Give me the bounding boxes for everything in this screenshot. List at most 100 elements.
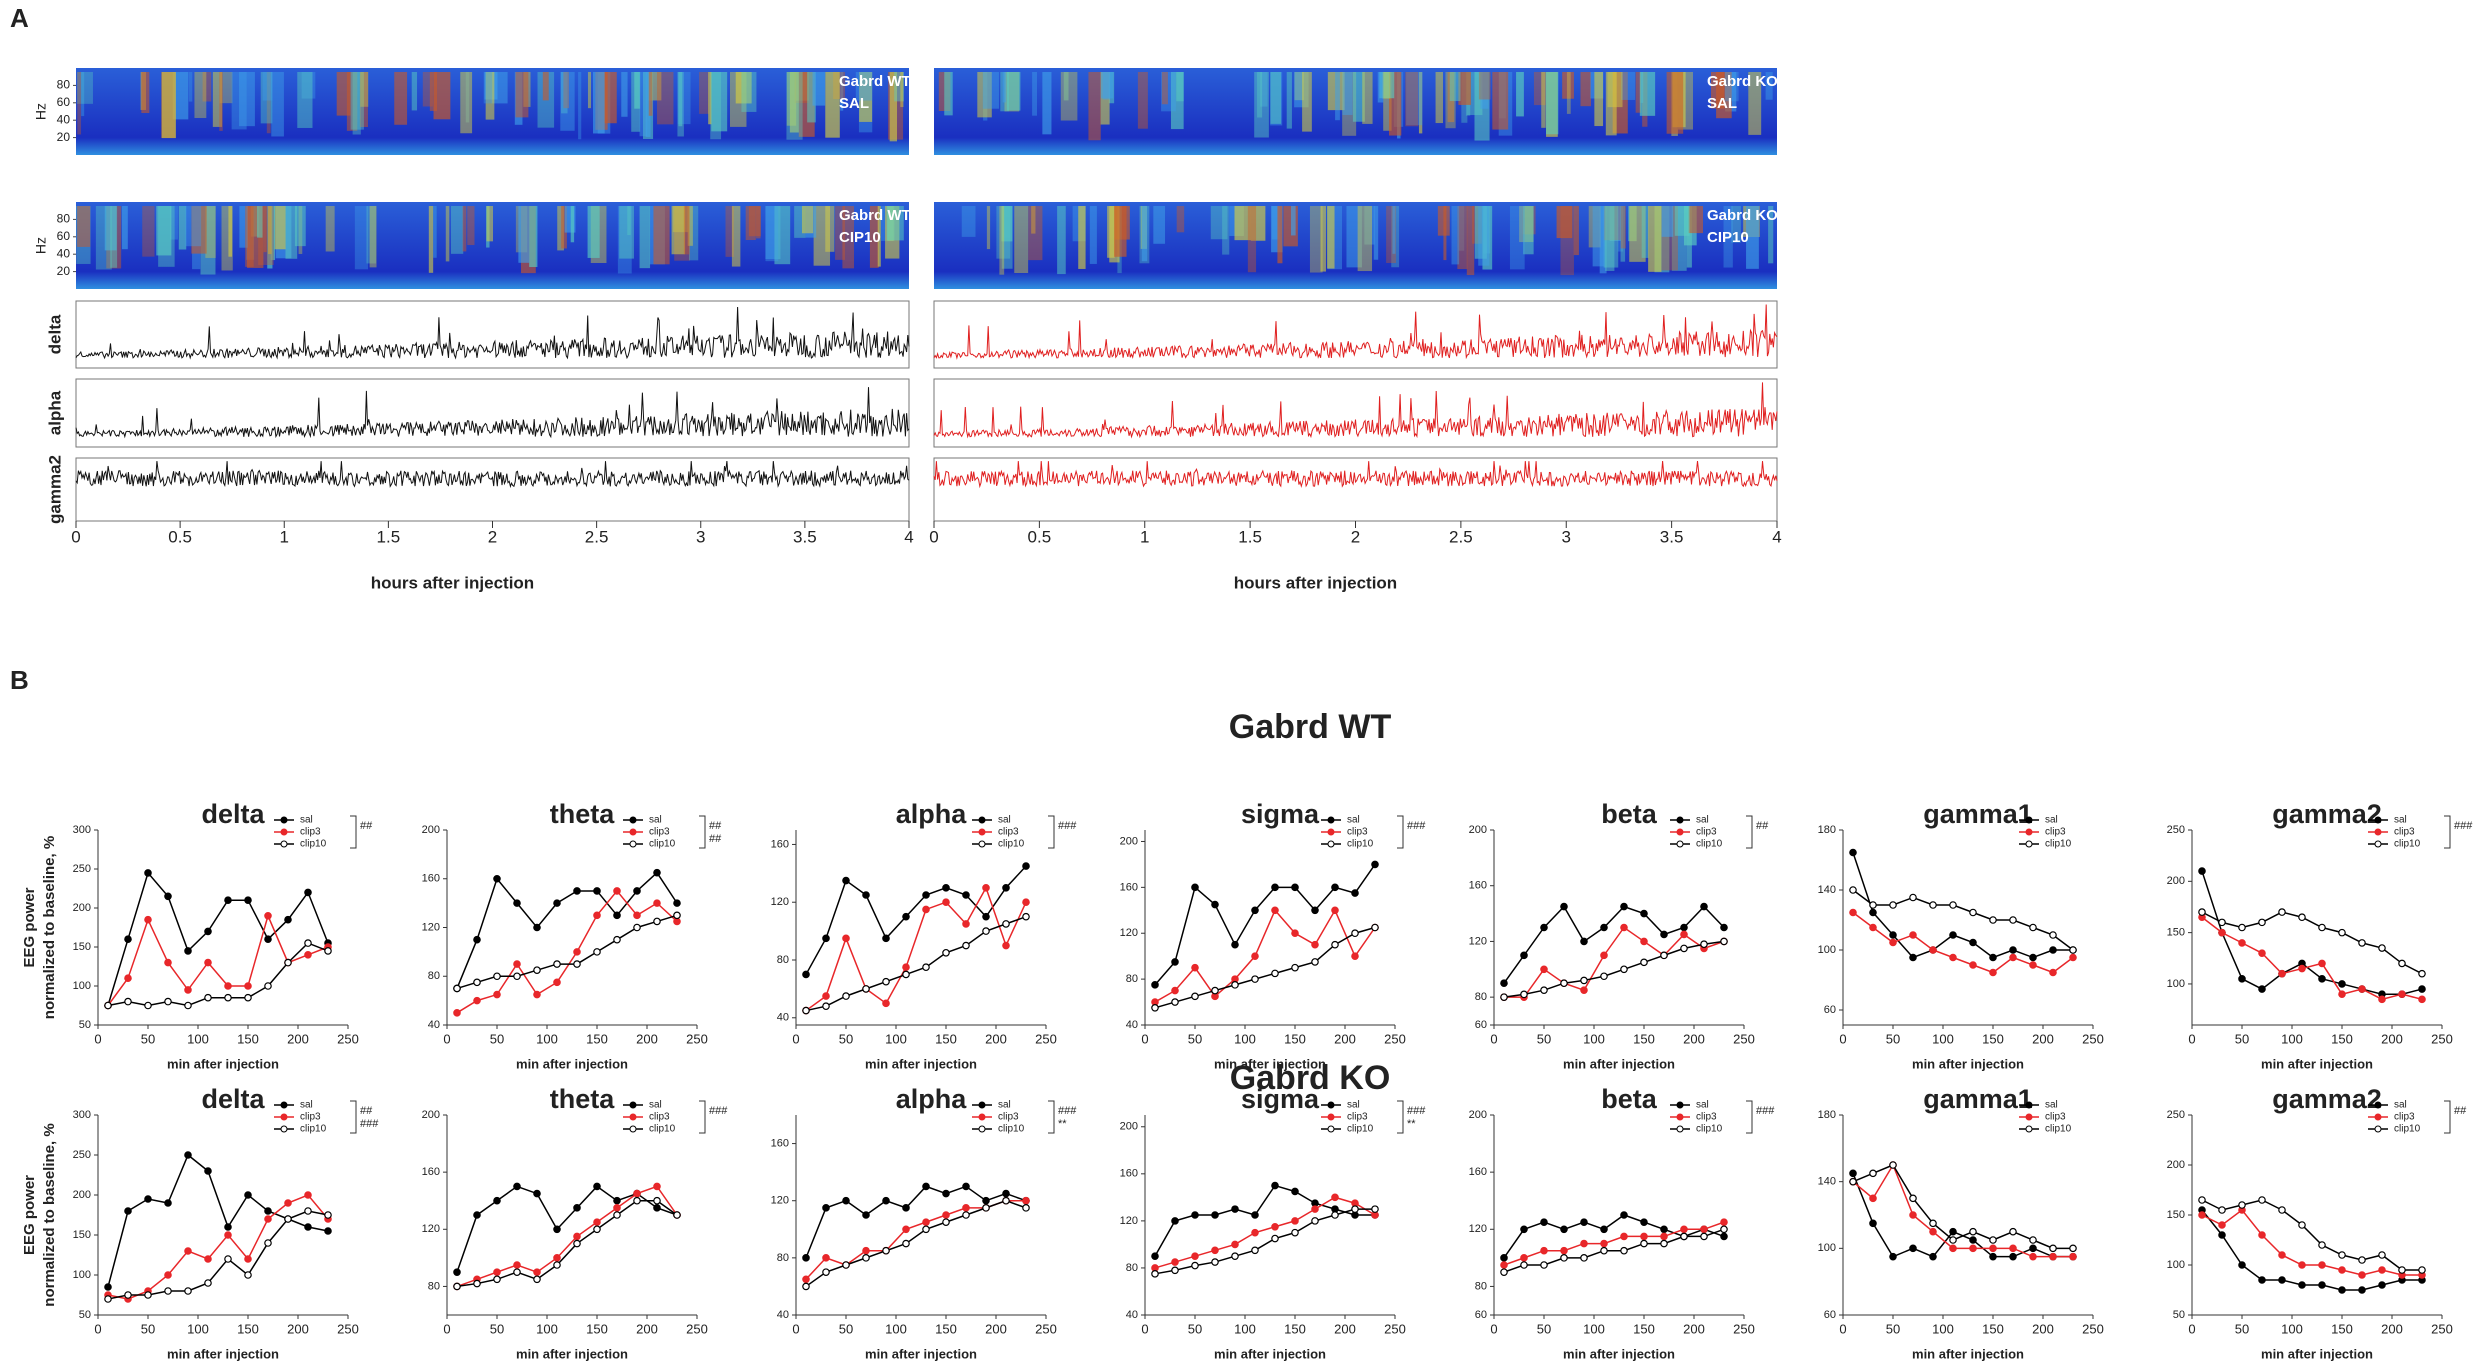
data-point	[1989, 968, 1997, 977]
data-point	[1231, 940, 1239, 949]
data-point	[1191, 1252, 1199, 1260]
hz-tick-label: 60	[57, 229, 71, 243]
y-axis-label: normalized to baseline, %	[41, 836, 58, 1019]
data-point	[593, 911, 601, 920]
data-point	[2358, 985, 2366, 993]
data-point	[1002, 1196, 1010, 1205]
data-point	[1211, 900, 1219, 909]
y-tick-label: 160	[422, 1166, 440, 1178]
data-point	[2218, 918, 2226, 927]
data-point	[902, 963, 910, 972]
series-line	[456, 889, 678, 1014]
y-tick-label: 80	[1475, 1280, 1487, 1292]
spectrogram-texture	[1466, 206, 1475, 276]
series-line	[1852, 911, 2074, 974]
legend-marker	[2374, 828, 2382, 836]
data-point	[124, 997, 132, 1006]
data-point	[962, 920, 970, 928]
data-point	[1869, 901, 1877, 909]
spectrogram-texture	[1254, 72, 1269, 138]
data-point	[822, 934, 830, 943]
spectrogram-texture	[1478, 206, 1490, 266]
y-tick-label: 200	[73, 1189, 91, 1201]
spectrogram-texture	[1435, 72, 1443, 124]
data-point	[1500, 1254, 1508, 1262]
spectrogram-texture	[257, 206, 263, 238]
spectrogram-texture	[1089, 206, 1097, 264]
data-point	[284, 958, 292, 967]
spectrogram-texture	[789, 72, 799, 133]
data-point	[613, 911, 621, 920]
significance: ##	[2454, 1105, 2467, 1117]
significance: ###	[360, 1118, 379, 1130]
data-point	[2198, 1196, 2206, 1204]
data-point	[1520, 1261, 1528, 1269]
spectrogram-texture	[741, 72, 757, 112]
legend-label: clip3	[1696, 1112, 1717, 1123]
spectrogram-texture	[1277, 206, 1283, 264]
spectrogram-texture	[297, 72, 313, 128]
data-point	[473, 1211, 481, 1219]
hour-tick-label: 1.5	[1238, 527, 1262, 546]
data-point	[962, 891, 970, 899]
spectrogram-texture	[1648, 206, 1662, 272]
data-point	[224, 1223, 232, 1231]
spectrogram-label: Gabrd WT	[839, 73, 911, 90]
y-tick-label: 150	[73, 941, 91, 953]
y-tick-label: 120	[771, 1195, 789, 1207]
y-tick-label: 150	[2167, 1209, 2185, 1221]
hour-tick-label: 1.5	[377, 527, 401, 546]
spectrogram-texture	[1768, 206, 1774, 264]
data-point	[1720, 1218, 1728, 1226]
hz-tick-label: 60	[57, 95, 71, 109]
data-point	[204, 1167, 212, 1175]
spectrogram-texture	[77, 72, 93, 104]
spectrogram-texture	[81, 72, 85, 117]
x-tick-label: 250	[2082, 1031, 2104, 1046]
legend-bracket	[699, 815, 706, 849]
hz-label: Hz	[33, 237, 49, 254]
spectrogram-texture	[239, 206, 248, 248]
data-point	[2298, 1261, 2306, 1269]
significance: ###	[1058, 1105, 1077, 1117]
data-point	[493, 1268, 501, 1276]
spectrogram-texture	[1605, 72, 1617, 136]
spectrogram-texture	[1362, 72, 1373, 124]
data-point	[1500, 979, 1508, 988]
series-line	[805, 1199, 1027, 1288]
data-point	[324, 947, 332, 955]
data-point	[244, 896, 252, 905]
chart-title: theta	[550, 799, 615, 829]
data-point	[1580, 1239, 1588, 1248]
x-tick-label: 150	[237, 1321, 259, 1336]
data-point	[1600, 1239, 1608, 1248]
data-point	[613, 1204, 621, 1212]
data-point	[284, 915, 292, 924]
panel-label: B	[10, 665, 29, 695]
spectrogram-texture	[1617, 206, 1624, 252]
data-point	[493, 1196, 501, 1205]
x-tick-label: 200	[636, 1321, 658, 1336]
data-point	[2218, 1231, 2226, 1239]
data-point	[1620, 1211, 1628, 1219]
spectrogram-texture	[794, 206, 806, 238]
spectrogram-texture	[1724, 72, 1739, 102]
data-point	[902, 1239, 910, 1248]
spectrogram-texture	[1620, 206, 1626, 262]
x-tick-label: 50	[839, 1321, 853, 1336]
spectrogram-texture	[359, 72, 368, 128]
spectrogram-texture	[1309, 206, 1323, 273]
legend-label: clip3	[1347, 827, 1368, 838]
data-point	[1191, 1211, 1199, 1219]
data-point	[1600, 972, 1608, 981]
data-point	[304, 888, 312, 897]
significance: ##	[360, 1105, 373, 1117]
hour-tick-label: 2	[1351, 527, 1360, 546]
x-axis-label: min after injection	[2261, 1056, 2373, 1071]
data-point	[144, 915, 152, 924]
chart-title: gamma1	[1923, 1084, 2033, 1114]
hz-tick-label: 40	[57, 112, 71, 126]
spectrogram-label: Gabrd KO	[1707, 73, 1778, 90]
spectrogram-texture	[1392, 206, 1396, 254]
spectrogram-texture	[711, 72, 728, 132]
